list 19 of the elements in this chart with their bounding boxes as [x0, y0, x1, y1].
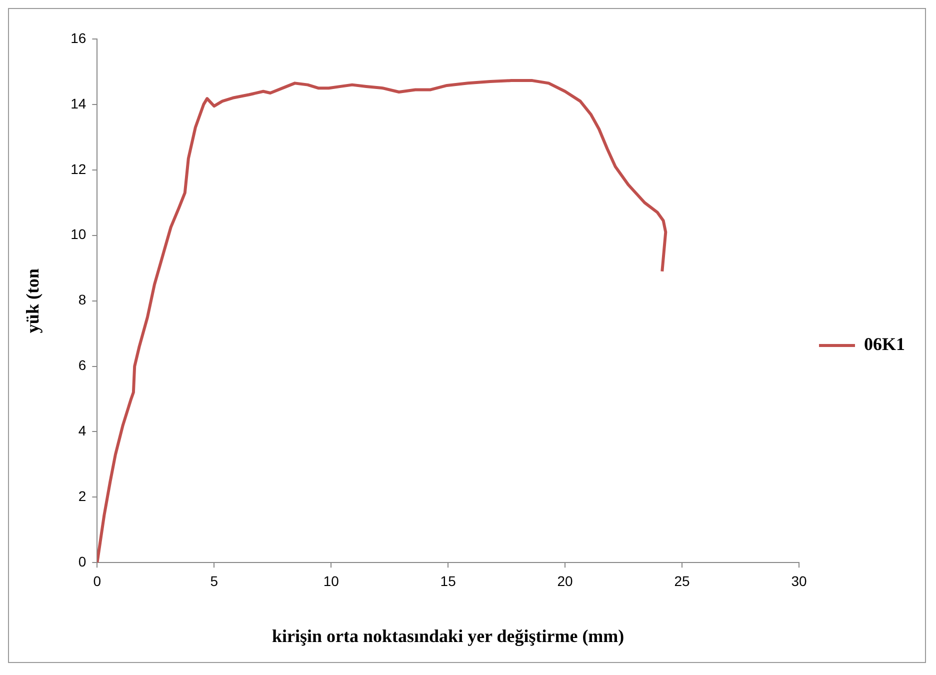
y-tick-label: 14: [70, 95, 86, 112]
x-tick-label: 10: [323, 572, 340, 589]
x-tick-label: 25: [674, 572, 690, 589]
legend-label: 06K1: [864, 334, 906, 354]
y-tick-label: 6: [78, 357, 86, 374]
y-tick-label: 10: [70, 226, 86, 242]
x-tick-label: 5: [210, 572, 218, 589]
y-tick-label: 2: [78, 488, 86, 504]
y-tick-label: 4: [78, 422, 86, 439]
x-tick-label: 0: [93, 572, 102, 589]
x-axis-title: kirişin orta noktasındaki yer değiştirme (mm): [272, 626, 624, 646]
x-tick-label: 30: [791, 572, 807, 589]
x-tick-label: 15: [440, 572, 456, 589]
y-axis-title: yük (ton: [22, 268, 42, 334]
y-tick-label: 12: [70, 160, 86, 177]
y-tick-label: 16: [70, 30, 86, 46]
y-tick-label: 0: [78, 553, 86, 570]
y-tick-label: 8: [78, 292, 86, 308]
x-tick-label: 20: [557, 572, 574, 589]
